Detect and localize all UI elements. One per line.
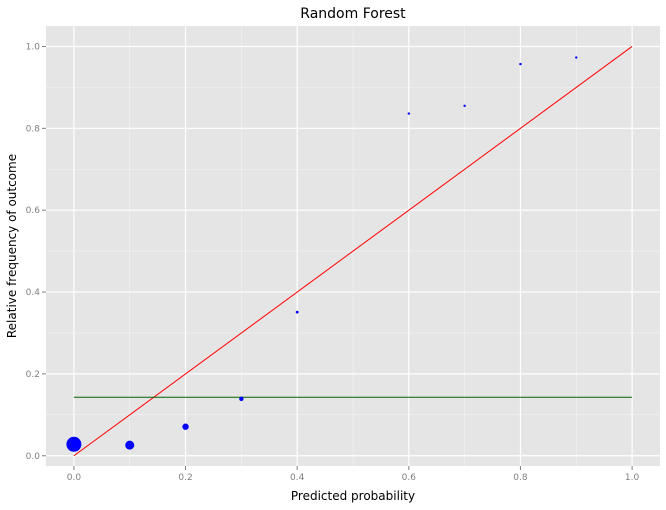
diagonal-line — [73, 46, 633, 457]
x-tick-label: 1.0 — [625, 473, 640, 483]
y-tick-label: 0.8 — [26, 124, 41, 134]
reference-lines — [73, 46, 633, 457]
data-point — [182, 423, 189, 430]
chart-title: Random Forest — [300, 6, 406, 22]
data-point — [463, 104, 466, 108]
x-tick-label: 0.6 — [402, 473, 417, 483]
data-points — [66, 56, 578, 452]
major-gridlines — [46, 26, 660, 466]
data-point — [66, 436, 82, 452]
x-tick-label: 0.0 — [67, 473, 82, 483]
minor-gridlines — [46, 26, 660, 466]
y-tick-label: 1.0 — [26, 42, 41, 52]
data-point — [575, 56, 578, 59]
data-point — [125, 440, 135, 450]
x-tick-label: 0.2 — [178, 473, 192, 483]
y-tick-label: 0.6 — [26, 206, 41, 216]
x-axis-ticks: 0.0 0.2 0.4 0.6 0.8 1.0 — [67, 466, 640, 483]
x-tick-label: 0.4 — [290, 473, 305, 483]
y-tick-label: 0.4 — [26, 288, 41, 298]
data-point — [239, 396, 244, 402]
y-tick-label: 0.2 — [26, 370, 40, 380]
x-axis-label: Predicted probability — [291, 489, 415, 503]
data-point — [407, 112, 411, 115]
x-tick-label: 0.8 — [513, 473, 528, 483]
data-point — [519, 62, 522, 66]
y-tick-label: 0.0 — [26, 452, 41, 462]
y-axis-label: Relative frequency of outcome — [5, 154, 19, 338]
data-point — [295, 310, 299, 314]
y-axis-ticks: 0.0 0.2 0.4 0.6 0.8 1.0 — [26, 42, 46, 462]
